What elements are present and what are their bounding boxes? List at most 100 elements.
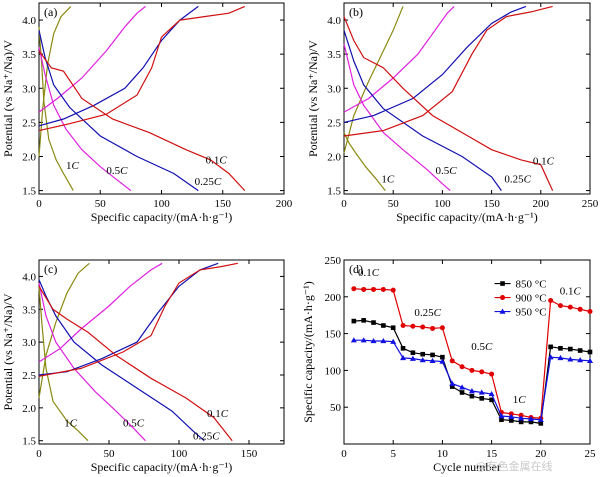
x-axis-label: Cycle number: [433, 460, 501, 474]
panel-d-rate-capability-chart: 0 5 10 15 20 25 50 100 150 200 250 Cycle number Spec…: [301, 255, 596, 474]
series-point: [528, 419, 534, 425]
series-point: [587, 349, 593, 355]
x-tick-label: 50: [104, 448, 116, 460]
series-point: [459, 390, 465, 395]
y-tick-label: 3.0: [327, 83, 341, 95]
curve-rate-label: 1C: [66, 160, 80, 172]
x-axis-label: Specific capacity/(mA·h·g⁻¹): [91, 210, 233, 224]
x-tick-label: 20: [535, 448, 547, 460]
curve-1C-charge: [38, 262, 90, 399]
plot-frame: [343, 259, 591, 445]
series-point: [568, 346, 573, 352]
y-tick-label: 2.5: [22, 117, 36, 129]
series-point: [410, 350, 416, 356]
series-point: [557, 303, 563, 309]
series-point: [479, 396, 485, 401]
y-tick-label: 150: [325, 329, 342, 341]
series-point: [449, 358, 455, 364]
y-tick-label: 3.5: [22, 304, 36, 316]
series-point: [439, 325, 445, 331]
series-point: [449, 384, 455, 389]
plot-frame: [343, 2, 591, 195]
series-point: [380, 337, 387, 344]
x-tick-label: 50: [95, 198, 107, 210]
series-point: [459, 384, 466, 390]
series-point: [459, 364, 465, 370]
series-point: [478, 389, 485, 395]
rate-label: 0.5C: [471, 341, 493, 353]
curve-0.25C-discharge: [343, 30, 502, 191]
curve-0.1C-charge: [343, 5, 553, 137]
x-tick-label: 100: [171, 448, 188, 460]
series-point: [548, 297, 554, 303]
y-tick-label: 1.5: [327, 186, 341, 198]
watermark: @有色金属在线: [476, 459, 553, 473]
series-point: [499, 417, 504, 423]
x-tick-label: 200: [533, 198, 550, 210]
curve-1C-charge: [343, 6, 404, 154]
curve-0.5C-charge: [343, 5, 455, 113]
y-tick-label: 2.0: [22, 151, 36, 163]
series-point: [538, 421, 544, 426]
curve-0.1C-charge: [38, 5, 246, 132]
curve-rate-label: 0.25C: [193, 430, 220, 442]
series-point: [420, 324, 426, 330]
x-tick-label: 0: [36, 448, 42, 460]
y-tick-label: 200: [325, 292, 342, 304]
y-tick-label: 4.0: [22, 271, 36, 283]
series-point: [557, 354, 564, 361]
series-point: [469, 393, 475, 399]
panel-c-discharge-charge-curves: 0 50 100 150 1.5 2.0 2.5 3.0 3.5 4.0 Specific capa…: [1, 259, 285, 474]
curve-0.1C-discharge: [343, 16, 554, 191]
x-tick-label: 0: [341, 198, 347, 210]
series-point: [488, 390, 495, 397]
x-tick-label: 250: [582, 198, 599, 210]
series-point: [567, 304, 573, 310]
curve-1C-discharge: [38, 286, 89, 442]
x-tick-label: 0: [36, 198, 42, 210]
series-point: [548, 344, 553, 350]
series-point: [577, 348, 583, 353]
y-tick-label: 2.0: [327, 151, 341, 163]
x-tick-label: 0: [341, 448, 347, 460]
series-point: [537, 416, 544, 422]
panel-label: (b): [349, 5, 363, 19]
curve-rate-label: 0.5C: [106, 165, 128, 177]
rate-label: 0.1C: [560, 286, 582, 298]
series-point: [360, 337, 367, 343]
curve-rate-label: 0.25C: [195, 176, 222, 188]
rate-label: 1C: [513, 394, 527, 406]
y-tick-label: 4.0: [22, 15, 36, 27]
rate-label: 0.25C: [414, 307, 441, 319]
legend-marker: [499, 308, 506, 314]
curve-rate-label: 0.25C: [504, 173, 531, 185]
y-tick-label: 3.5: [327, 49, 341, 61]
legend-entry: 950 °C: [516, 307, 547, 319]
series-point: [440, 354, 445, 360]
series-point: [489, 397, 494, 403]
series-point: [468, 388, 475, 394]
y-axis-label: Potential (vs Na⁺/Na)/V: [1, 293, 15, 410]
series-point: [390, 287, 396, 293]
y-tick-label: 50: [330, 402, 342, 414]
series-point: [449, 380, 456, 386]
series-point: [351, 286, 357, 292]
panel-label: (a): [44, 5, 57, 19]
series-point: [350, 337, 357, 343]
x-tick-label: 15: [486, 448, 498, 460]
x-tick-label: 10: [437, 448, 449, 460]
x-tick-label: 200: [276, 198, 293, 210]
series-point: [439, 358, 446, 364]
curve-0.5C-charge: [38, 5, 146, 113]
series-point: [400, 346, 406, 351]
series-point: [371, 320, 376, 325]
x-tick-label: 100: [153, 198, 170, 210]
curve-rate-label: 1C: [381, 173, 395, 185]
y-tick-label: 3.0: [22, 337, 36, 349]
curve-rate-label: 0.5C: [436, 165, 458, 177]
legend-entry: 850 °C: [516, 279, 547, 291]
curve-0.5C-discharge: [343, 43, 451, 192]
series-point: [479, 369, 485, 375]
y-tick-label: 1.5: [22, 186, 36, 198]
